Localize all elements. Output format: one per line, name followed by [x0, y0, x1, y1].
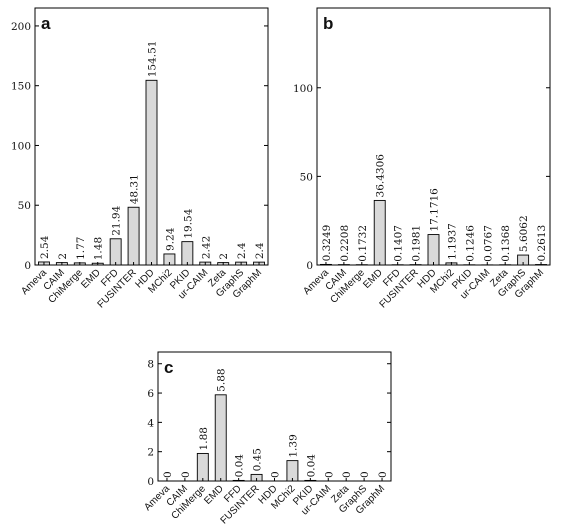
y-tick-label: 100	[11, 140, 31, 152]
data-label: 2.4	[254, 242, 266, 259]
bar	[214, 394, 227, 482]
data-label: 2.54	[39, 235, 51, 259]
data-label: 1.88	[198, 427, 210, 450]
data-label: 0.2208	[339, 225, 351, 262]
bar	[373, 199, 386, 266]
x-tick-label: EMD	[79, 267, 103, 291]
y-tick-label: 6	[147, 388, 154, 400]
panel-label: b	[323, 14, 333, 33]
panel-label: a	[41, 14, 51, 33]
panel-a: a0501001502002.54Ameva2CAIM1.77ChiMerge1…	[11, 7, 269, 310]
x-tick-label: EMD	[202, 483, 226, 507]
data-label: 154.51	[147, 41, 159, 78]
data-label: 1.39	[287, 434, 299, 457]
y-tick-label: 50	[18, 200, 31, 212]
bar	[181, 241, 194, 266]
x-tick-label: EMD	[361, 267, 385, 291]
data-label: 0	[377, 471, 389, 478]
y-tick-label: 2	[147, 447, 154, 459]
data-label: 1.48	[93, 237, 105, 260]
data-label: 1.1937	[446, 223, 458, 260]
data-label: 0.3249	[321, 225, 333, 262]
data-label: 9.24	[164, 227, 176, 251]
panel-c: c024680Ameva0CAIM1.88ChiMerge5.88EMD0.04…	[142, 351, 392, 526]
data-label: 0.04	[305, 454, 317, 478]
data-label: 0.1981	[411, 225, 423, 262]
panel-b: b0501000.3249Ameva0.2208CAIM0.1732ChiMer…	[293, 7, 551, 310]
y-tick-label: 0	[147, 476, 154, 488]
y-tick-label: 0	[306, 260, 313, 272]
bar	[286, 460, 299, 482]
data-label: 0.2613	[536, 225, 548, 262]
data-label: 0.45	[252, 448, 264, 471]
data-label: 5.88	[216, 368, 228, 391]
y-tick-label: 50	[300, 171, 313, 183]
data-label: 2.4	[236, 242, 248, 259]
plot-frame	[157, 351, 392, 482]
y-tick-label: 0	[24, 260, 31, 272]
panel-label: c	[164, 358, 173, 377]
data-label: 0.04	[234, 454, 246, 478]
data-label: 0.1246	[464, 225, 476, 262]
data-label: 2	[57, 253, 69, 260]
data-label: 5.6062	[518, 215, 530, 252]
data-label: 36.4306	[375, 154, 387, 198]
data-label: 0	[162, 471, 174, 478]
bar	[145, 79, 158, 266]
data-label: 2	[218, 253, 230, 260]
data-label: 0	[270, 471, 282, 478]
data-label: 21.94	[111, 205, 123, 235]
data-label: 2.42	[200, 236, 212, 259]
data-label: 0.0767	[482, 225, 494, 262]
y-tick-label: 4	[147, 417, 154, 429]
data-label: 0.1407	[393, 225, 405, 262]
data-label: 0.1732	[357, 225, 369, 262]
data-label: 17.1716	[429, 188, 441, 232]
data-label: 0	[323, 471, 335, 478]
data-label: 0	[341, 471, 353, 478]
y-tick-label: 8	[147, 359, 154, 371]
data-label: 0	[359, 471, 371, 478]
y-tick-label: 150	[11, 81, 31, 93]
y-tick-label: 200	[11, 21, 31, 33]
data-label: 19.54	[182, 208, 194, 238]
data-label: 0.1368	[500, 225, 512, 262]
data-label: 0	[180, 471, 192, 478]
bar	[427, 234, 440, 266]
bar	[127, 206, 140, 266]
bar	[196, 452, 209, 482]
data-label: 48.31	[129, 174, 141, 204]
y-tick-label: 100	[293, 83, 313, 95]
bar	[109, 238, 122, 266]
data-label: 1.77	[75, 236, 87, 259]
